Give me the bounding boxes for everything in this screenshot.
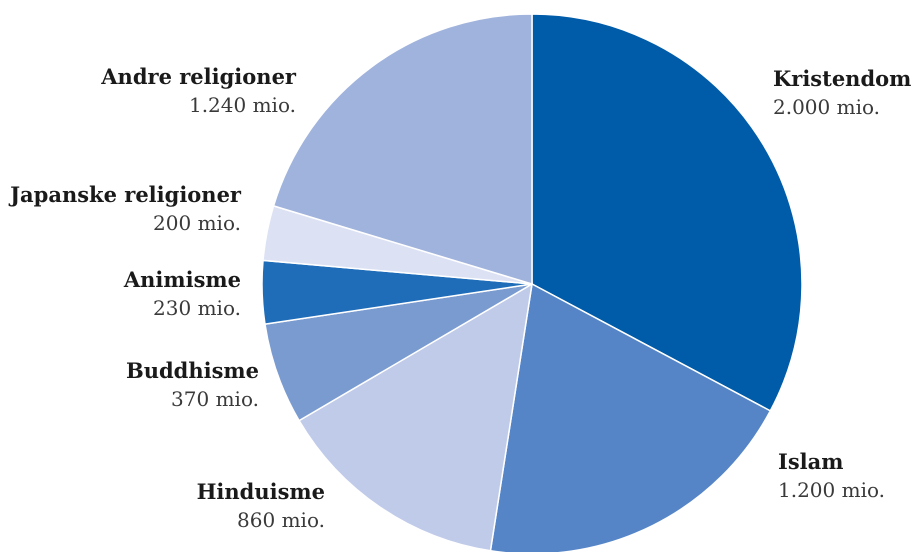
slice-name-japanske-religioner: Japanske religioner bbox=[8, 182, 242, 207]
label-islam: Islam 1.200 mio. bbox=[778, 449, 885, 502]
pie-slices bbox=[261, 13, 803, 552]
slice-name-buddhisme: Buddhisme bbox=[126, 358, 259, 383]
slice-value-japanske-religioner: 200 mio. bbox=[153, 211, 241, 235]
slice-value-animisme: 230 mio. bbox=[153, 296, 241, 320]
slice-name-animisme: Animisme bbox=[123, 267, 241, 292]
slice-value-andre-religioner: 1.240 mio. bbox=[189, 93, 296, 117]
slice-value-kristendom: 2.000 mio. bbox=[773, 95, 880, 119]
slice-name-islam: Islam bbox=[778, 449, 843, 474]
pie-slice-islam bbox=[489, 282, 772, 552]
slice-name-kristendom: Kristendom bbox=[773, 66, 911, 91]
label-buddhisme: Buddhisme 370 mio. bbox=[126, 358, 259, 411]
slice-name-andre-religioner: Andre religioner bbox=[100, 64, 297, 89]
slice-value-hinduisme: 860 mio. bbox=[237, 508, 325, 532]
label-animisme: Animisme 230 mio. bbox=[123, 267, 241, 320]
label-kristendom: Kristendom 2.000 mio. bbox=[773, 66, 911, 119]
slice-name-hinduisme: Hinduisme bbox=[197, 479, 325, 504]
pie-slice-kristendom bbox=[531, 13, 803, 412]
label-japanske-religioner: Japanske religioner 200 mio. bbox=[8, 182, 242, 235]
slice-value-islam: 1.200 mio. bbox=[778, 478, 885, 502]
label-andre-religioner: Andre religioner 1.240 mio. bbox=[100, 64, 297, 117]
pie-slice-hinduisme bbox=[298, 282, 533, 552]
slice-value-buddhisme: 370 mio. bbox=[171, 387, 259, 411]
label-hinduisme: Hinduisme 860 mio. bbox=[197, 479, 325, 532]
pie-slice-andre-religioner bbox=[272, 13, 533, 286]
